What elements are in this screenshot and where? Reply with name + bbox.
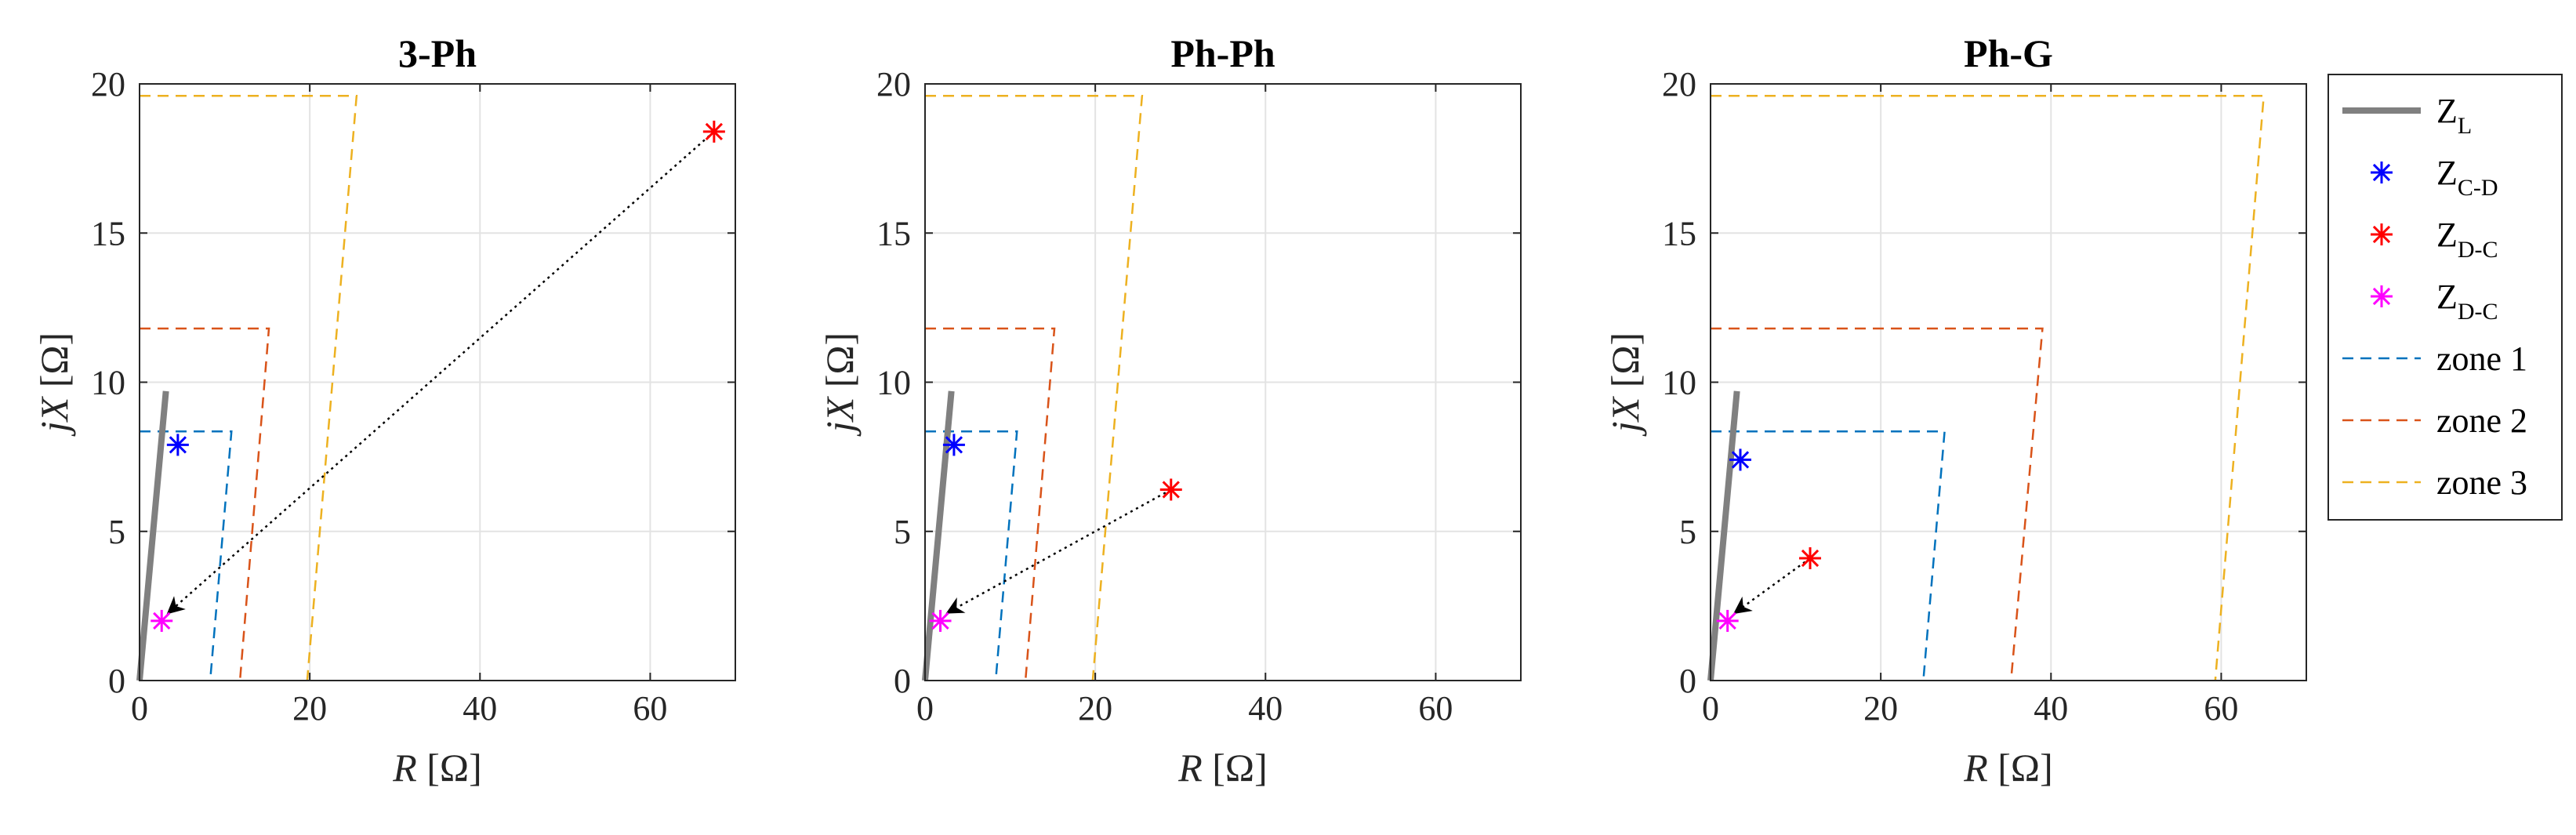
marker-z-d-c-2- <box>929 609 952 632</box>
y-axis-label: jX [Ω] <box>818 332 862 437</box>
x-axis-label: R [Ω] <box>1177 746 1268 790</box>
legend-label: ZD-C <box>2436 278 2498 325</box>
x-tick-label: 0 <box>1702 689 1719 728</box>
legend-item-2: ZC-D <box>2371 154 2498 201</box>
y-tick-label: 20 <box>1662 65 1696 103</box>
trajectory-arrow <box>166 130 715 615</box>
y-tick-label: 10 <box>876 364 911 402</box>
legend-label: ZD-C <box>2436 216 2498 263</box>
panel-2: 0 20 40 60 0 5 10 15 20 R [Ω] jX [Ω] Ph-Ph <box>818 31 1522 790</box>
legend-swatch-asterisk <box>2371 223 2393 245</box>
x-tick-label: 60 <box>633 689 667 728</box>
x-tick-label: 40 <box>2034 689 2068 728</box>
legend-item-1: ZL <box>2342 92 2472 139</box>
y-axis-label: jX [Ω] <box>1603 332 1647 437</box>
legend-item-6: zone 2 <box>2342 401 2527 440</box>
trajectory-arrow <box>1732 557 1811 615</box>
legend-box <box>2327 74 2563 521</box>
y-tick-label: 10 <box>91 364 125 402</box>
x-tick-label: 60 <box>1418 689 1453 728</box>
y-tick-label: 5 <box>108 513 125 551</box>
panel-3: 0 20 40 60 0 5 10 15 20 R [Ω] jX [Ω] Ph-G <box>1603 31 2307 790</box>
legend: ZL ZC-D ZD-C ZD-C zone 1 zone 2 zone 3 <box>2327 74 2563 521</box>
panel-title: Ph-G <box>1964 31 2053 75</box>
panel-1: 0 20 40 60 0 5 10 15 20 R [Ω] jX [Ω] 3-Ph <box>32 31 736 790</box>
y-tick-label: 20 <box>91 65 125 103</box>
zone-1-boundary <box>1711 430 1946 681</box>
marker-z-c-d <box>1729 448 1751 471</box>
line-impedance-ZL <box>136 390 169 681</box>
x-tick-label: 20 <box>1863 689 1898 728</box>
y-tick-label: 10 <box>1662 364 1696 402</box>
x-tick-label: 20 <box>1078 689 1112 728</box>
x-tick-label: 0 <box>916 689 934 728</box>
y-tick-label: 15 <box>876 214 911 252</box>
legend-item-7: zone 3 <box>2342 463 2527 502</box>
trajectory-arrow <box>945 488 1172 614</box>
legend-item-4: ZD-C <box>2371 278 2498 325</box>
legend-label: zone 3 <box>2436 463 2527 502</box>
legend-label: zone 1 <box>2436 339 2527 378</box>
legend-label: zone 2 <box>2436 401 2527 440</box>
line-impedance-ZL <box>1707 390 1740 681</box>
y-tick-label: 15 <box>1662 214 1696 252</box>
y-tick-label: 0 <box>894 662 911 700</box>
marker-z-d-c-2- <box>151 609 173 632</box>
zone-2-boundary <box>1711 327 2044 681</box>
y-tick-label: 5 <box>894 513 911 551</box>
zone-2-boundary <box>140 327 270 681</box>
zone-2-boundary <box>925 327 1056 681</box>
y-axis-label: jX [Ω] <box>32 332 76 437</box>
legend-item-5: zone 1 <box>2342 339 2527 378</box>
y-tick-label: 5 <box>1679 513 1696 551</box>
legend-swatch-asterisk <box>2371 162 2393 183</box>
marker-z-d-c-2- <box>1716 609 1739 632</box>
x-tick-label: 40 <box>463 689 497 728</box>
zone-3-boundary <box>1711 94 2266 681</box>
x-tick-label: 20 <box>292 689 327 728</box>
zone-1-boundary <box>925 430 1018 681</box>
y-tick-label: 0 <box>108 662 125 700</box>
y-tick-label: 0 <box>1679 662 1696 700</box>
legend-item-3: ZD-C <box>2371 216 2498 263</box>
zone-3-boundary <box>140 94 358 681</box>
x-axis-label: R [Ω] <box>392 746 482 790</box>
zone-3-boundary <box>925 94 1144 681</box>
x-tick-label: 0 <box>131 689 148 728</box>
marker-z-c-d <box>166 434 189 456</box>
y-tick-label: 15 <box>91 214 125 252</box>
x-axis-label: R [Ω] <box>1963 746 2053 790</box>
marker-z-d-c <box>1159 478 1182 501</box>
legend-label: ZC-D <box>2436 154 2498 201</box>
legend-label: ZL <box>2436 92 2472 139</box>
y-tick-label: 20 <box>876 65 911 103</box>
marker-z-d-c <box>1799 546 1822 569</box>
x-tick-label: 40 <box>1248 689 1283 728</box>
legend-swatch-asterisk <box>2371 285 2393 307</box>
x-tick-label: 60 <box>2204 689 2238 728</box>
marker-z-d-c <box>702 120 725 143</box>
panel-title: Ph-Ph <box>1170 31 1275 75</box>
marker-z-c-d <box>942 434 965 456</box>
panel-title: 3-Ph <box>398 31 477 75</box>
zone-1-boundary <box>140 430 233 681</box>
